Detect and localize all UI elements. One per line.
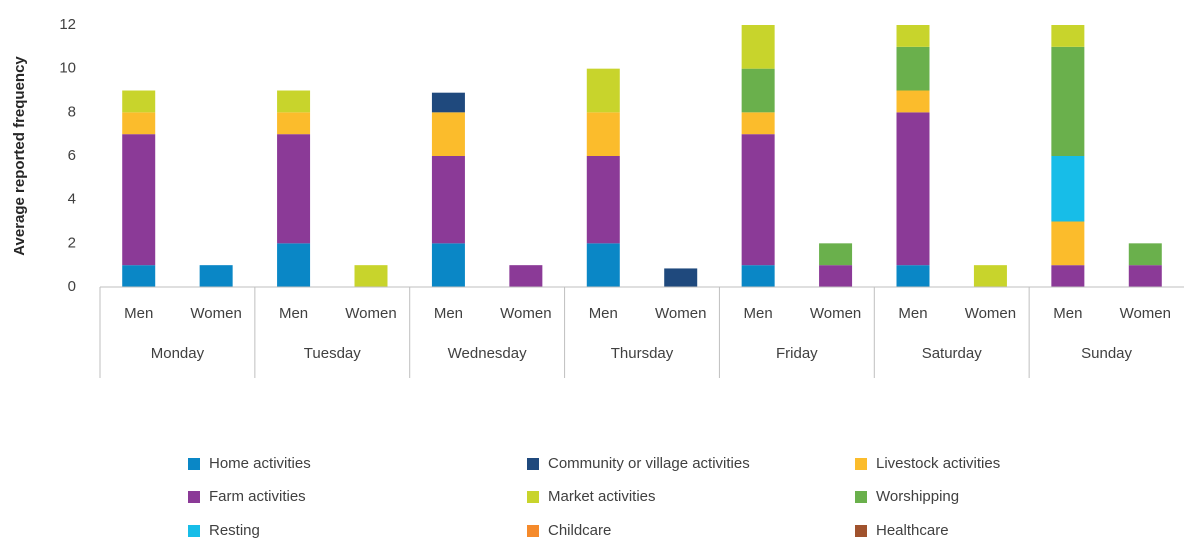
legend-label: Home activities xyxy=(209,455,311,472)
y-tick-label: 10 xyxy=(59,60,76,77)
y-tick-label: 6 xyxy=(68,147,76,164)
x-tick-label: Men xyxy=(589,305,618,322)
legend-label: Farm activities xyxy=(209,488,306,505)
x-tick-label: Women xyxy=(655,305,706,322)
y-axis-title: Average reported frequency xyxy=(11,56,28,256)
group-label: Monday xyxy=(151,345,205,362)
bar-segment xyxy=(741,134,775,266)
bar-segment xyxy=(664,268,698,287)
group-label: Saturday xyxy=(922,345,983,362)
bar-segment xyxy=(1128,265,1162,287)
bar-segment xyxy=(586,243,620,287)
bar-segment xyxy=(741,25,775,69)
bar-segment xyxy=(973,265,1007,287)
x-tick-label: Women xyxy=(810,305,861,322)
bar-segment xyxy=(741,68,775,113)
bar-segment xyxy=(509,265,543,287)
bar-segment xyxy=(431,112,465,156)
group-label: Friday xyxy=(776,345,818,362)
x-tick-label: Men xyxy=(434,305,463,322)
y-tick-label: 12 xyxy=(59,16,76,33)
bar-segment xyxy=(1051,265,1085,287)
legend-swatch xyxy=(855,525,867,537)
bar-segment xyxy=(122,134,156,266)
legend-swatch xyxy=(855,458,867,470)
legend-swatch xyxy=(527,491,539,503)
legend-swatch xyxy=(188,458,200,470)
group-label: Sunday xyxy=(1081,345,1132,362)
bar-segment xyxy=(741,112,775,135)
legend-label: Market activities xyxy=(548,488,656,505)
bar-segment xyxy=(1128,243,1162,266)
bar-segment xyxy=(896,265,930,287)
legend-label: Healthcare xyxy=(876,522,949,539)
bar-segment xyxy=(122,90,156,113)
x-tick-label: Men xyxy=(124,305,153,322)
bar-segment xyxy=(741,265,775,287)
x-tick-label: Women xyxy=(190,305,241,322)
x-tick-label: Women xyxy=(500,305,551,322)
legend-label: Childcare xyxy=(548,522,611,539)
y-tick-label: 2 xyxy=(68,234,76,251)
x-tick-label: Men xyxy=(1053,305,1082,322)
y-tick-label: 4 xyxy=(68,191,76,208)
legend-label: Worshipping xyxy=(876,488,959,505)
legend-swatch xyxy=(188,491,200,503)
y-tick-label: 8 xyxy=(68,103,76,120)
bar-segment xyxy=(1051,156,1085,222)
x-tick-label: Men xyxy=(898,305,927,322)
x-tick-label: Men xyxy=(744,305,773,322)
legend-label: Resting xyxy=(209,522,260,539)
legend-label: Livestock activities xyxy=(876,455,1000,472)
bar-segment xyxy=(896,90,930,113)
x-tick-label: Men xyxy=(279,305,308,322)
bar-segment xyxy=(819,243,853,266)
bar-segment xyxy=(354,265,388,287)
x-tick-label: Women xyxy=(345,305,396,322)
bar-segment xyxy=(586,68,620,113)
bar-segment xyxy=(586,112,620,156)
bar-segment xyxy=(896,25,930,47)
legend-swatch xyxy=(527,525,539,537)
legend-label: Community or village activities xyxy=(548,455,750,472)
bar-segment xyxy=(277,243,311,287)
legend-swatch xyxy=(527,458,539,470)
x-tick-label: Women xyxy=(1120,305,1171,322)
group-label: Wednesday xyxy=(448,345,527,362)
bar-segment xyxy=(431,156,465,244)
x-tick-label: Women xyxy=(965,305,1016,322)
y-tick-label: 0 xyxy=(68,278,76,295)
group-label: Tuesday xyxy=(304,345,361,362)
bar-segment xyxy=(199,265,233,287)
bar-segment xyxy=(819,265,853,287)
bar-segment xyxy=(122,112,156,135)
bar-segment xyxy=(586,156,620,244)
bar-segment xyxy=(896,46,930,91)
legend-swatch xyxy=(188,525,200,537)
legend-swatch xyxy=(855,491,867,503)
bar-segment xyxy=(1051,46,1085,157)
bar-segment xyxy=(431,243,465,287)
bar-segment xyxy=(277,112,311,135)
bar-segment xyxy=(1051,25,1085,47)
group-label: Thursday xyxy=(611,345,674,362)
bar-segment xyxy=(122,265,156,287)
bar-segment xyxy=(1051,221,1085,266)
bar-segment xyxy=(277,134,311,244)
bar-segment xyxy=(431,92,465,113)
bar-segment xyxy=(277,90,311,113)
bar-segment xyxy=(896,112,930,266)
